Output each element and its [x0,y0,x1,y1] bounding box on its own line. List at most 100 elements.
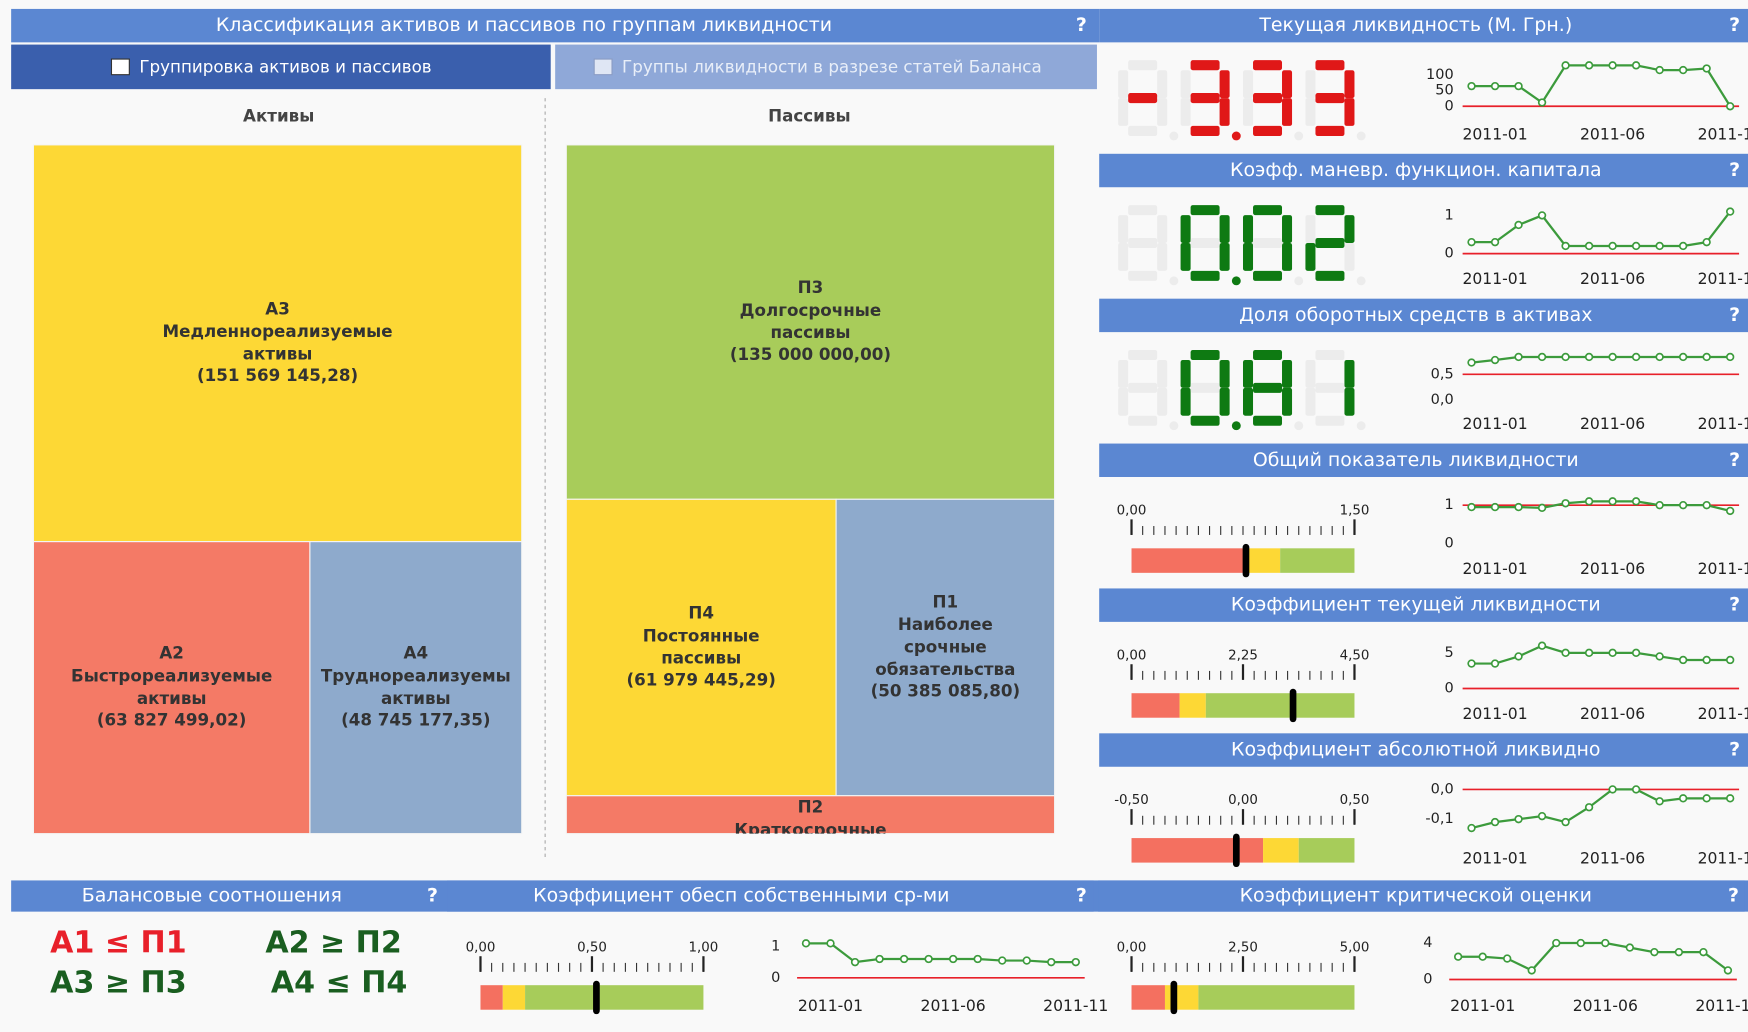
help-button[interactable]: ? [1729,304,1740,326]
x [32,144,523,543]
segment-dot [1294,131,1304,141]
x-tick-label: 2011-01 [1462,415,1527,433]
x-tick-label: 2011-11 [1698,415,1748,433]
spark-point [1725,352,1735,362]
spark-point [1022,956,1031,965]
spark-point [1537,811,1547,821]
segment [1242,70,1254,99]
header-bar [1099,153,1748,188]
section-title: Пассивы [768,106,850,126]
segment [1190,382,1220,393]
segment [1219,98,1230,126]
cell-value: (48 745 177,35) [341,710,490,730]
gauge-needle [593,980,600,1015]
spark-point [1608,497,1617,506]
digital-display [1118,349,1366,431]
spark-point [1527,966,1536,975]
y-tick-label: -0,1 [1425,811,1453,827]
spark-point [1537,98,1547,107]
cell-name: Долгосрочные пассивы [740,299,882,341]
x-tick-label: 2011-01 [1462,850,1527,868]
gauge-needle [1170,980,1178,1015]
tab[interactable] [555,44,1097,90]
spark-point [1678,500,1688,510]
help-button[interactable]: ? [1729,594,1740,616]
x-tick-label: 2011-06 [1580,270,1645,288]
spark-point [826,939,835,948]
segment [1128,415,1158,426]
segment [1282,98,1293,126]
spark-point [1655,352,1664,362]
section-title: Активы [243,106,314,126]
header-title: Общий показатель ликвидности [1253,449,1579,471]
help-button[interactable]: ? [1729,14,1740,36]
help-button[interactable]: ? [1076,885,1087,907]
balance-relation: А4 ≤ П4 [271,966,407,1001]
gauge-zone [1164,985,1199,1010]
segment [1282,70,1293,99]
segment [1157,98,1168,126]
help-button[interactable]: ? [1729,739,1740,761]
segment [1118,98,1129,126]
gauge-zone [480,985,503,1010]
gauge-zone [1205,693,1355,718]
segment-dot [1356,421,1366,431]
spark-point [1608,241,1617,251]
gauge-label: 0,00 [1117,648,1147,663]
help-button[interactable]: ? [1076,14,1087,36]
x-tick-label: 2011-06 [1573,997,1638,1015]
spark-point [1702,794,1711,803]
help-button[interactable]: ? [1729,449,1740,471]
segment [1118,359,1129,388]
header-bar [11,8,1100,43]
segment-dot [1231,131,1241,141]
segment [1253,205,1283,216]
spark-point [1655,652,1664,661]
gauge-label: 5,00 [1340,940,1370,955]
spark-point [1702,655,1711,665]
help-button[interactable]: ? [1729,159,1740,181]
y-tick-label: 0 [1444,246,1453,262]
segment [1242,387,1254,416]
x-tick-label: 2011-06 [921,997,986,1015]
segment [1157,242,1168,271]
gauge-zone [1280,548,1355,573]
x [565,144,1056,500]
spark-point [801,939,811,948]
gauge-zone [502,985,526,1010]
segment [1190,205,1220,216]
segment [1157,215,1168,243]
help-button[interactable]: ? [427,885,438,907]
spark-point [1503,954,1512,963]
balance-relation: А3 ≥ П3 [50,966,186,1001]
cell-code: П3 [798,277,824,297]
segment [1344,98,1355,126]
header-bar [1099,733,1748,767]
spark-point [1490,502,1500,512]
segment [1315,60,1345,71]
spark-point [1725,102,1735,111]
gauge-label: 0,00 [466,940,496,955]
tab-active[interactable] [11,44,551,90]
help-button[interactable]: ? [1728,885,1739,907]
segment [1253,270,1283,281]
cell-labels: А3 Медленнореализуемые активы(151 569 145,… [163,298,393,385]
spark-point [1537,503,1547,513]
gauge-label: 0,50 [1340,793,1370,808]
spark-point [875,954,884,964]
y-tick-label: 0,0 [1431,781,1454,797]
cell-name: Наиболее срочные обязательства [875,614,1015,679]
spark-point [899,954,909,964]
spark-point [1625,943,1635,952]
spark-point [1047,957,1056,967]
segment [1128,349,1158,360]
spark-point [1561,499,1570,508]
spark-point [1699,947,1708,957]
spark-point [1514,652,1523,661]
spark-point [1631,648,1641,658]
spark-point [1561,817,1570,827]
cell-code: А3 [265,298,290,318]
spark-point [1552,938,1561,948]
y-tick-label: 0 [1423,972,1432,988]
spark-point [1631,352,1641,362]
